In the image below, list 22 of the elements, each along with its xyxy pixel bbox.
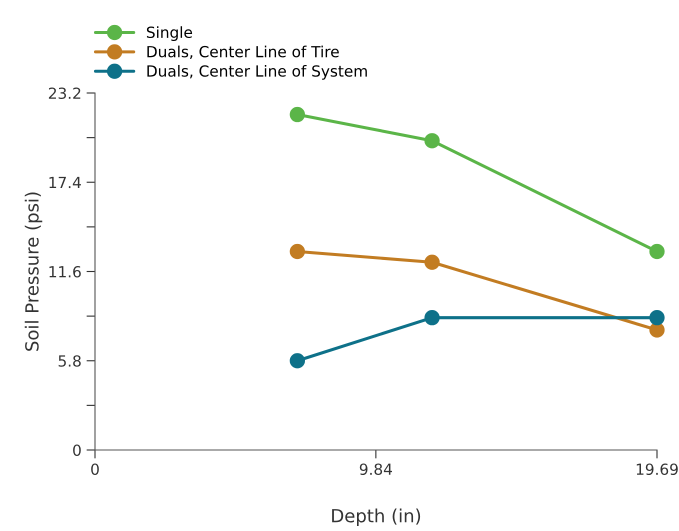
x-tick-label: 0 — [91, 463, 99, 476]
point — [290, 244, 306, 260]
legend-label: Duals, Center Line of Tire — [147, 46, 339, 59]
y-axis-title: Soil Pressure (psi) — [24, 192, 42, 351]
y-tick-label: 11.6 — [49, 266, 81, 278]
point — [424, 310, 440, 326]
point — [649, 310, 665, 326]
x-tick-label: 9.84 — [360, 463, 392, 476]
legend-label: Duals, Center Line of System — [147, 64, 367, 80]
point — [424, 254, 440, 270]
x-tick-label: 19.69 — [636, 463, 678, 476]
y-tick-label: 17.4 — [49, 176, 81, 188]
point — [649, 322, 665, 338]
legend-label: Single — [146, 26, 192, 42]
point — [424, 133, 440, 148]
point — [290, 106, 306, 122]
point — [649, 244, 665, 260]
y-tick-label: 0 — [73, 444, 81, 456]
y-tick-label: 23.2 — [48, 87, 80, 100]
y-tick-label: 5.8 — [58, 355, 81, 367]
point — [290, 353, 306, 368]
x-axis-title: Depth (in) — [332, 508, 420, 526]
